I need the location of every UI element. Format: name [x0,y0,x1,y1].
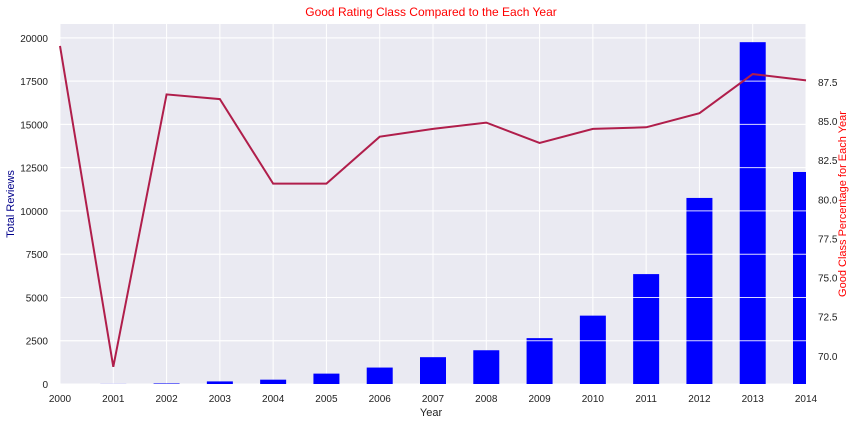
x-tick-label: 2004 [262,394,285,405]
x-tick-label: 2008 [475,394,498,405]
y2-tick-label: 77.5 [818,234,838,245]
x-axis-label: Year [420,407,443,419]
y-tick-label: 5000 [26,293,49,304]
chart-title: Good Rating Class Compared to the Each Y… [305,5,556,19]
y-tick-label: 10000 [20,207,48,218]
y-tick-label: 2500 [26,337,49,348]
line-series [59,45,807,367]
y-axis-right-ticks: 70.0 72.5 75.0 77.5 80.0 82.5 85.0 87.5 [818,78,838,363]
bar-2014 [793,171,806,384]
y2-tick-label: 82.5 [818,156,838,167]
y2-tick-label: 70.0 [818,352,838,363]
x-tick-label: 2011 [635,394,657,405]
y-tick-label: 7500 [26,250,49,261]
x-tick-label: 2010 [582,394,605,405]
y-tick-label: 12500 [20,164,48,175]
x-tick-label: 2014 [795,394,818,405]
y2-tick-label: 75.0 [818,274,838,285]
x-tick-label: 2003 [209,394,232,405]
bar-series [60,37,806,385]
x-tick-label: 2002 [155,394,178,405]
x-tick-label: 2006 [369,394,392,405]
bar-2008 [473,350,500,384]
y-axis-left-ticks: 0 2500 5000 7500 10000 12500 15000 17500 20000 [20,34,48,391]
y2-tick-label: 85.0 [818,117,838,128]
y2-tick-label: 87.5 [818,78,838,89]
y-tick-label: 17500 [20,77,48,88]
bar-2004 [260,379,287,384]
x-tick-label: 2000 [49,394,72,405]
bar-2007 [420,357,446,384]
y-tick-label: 0 [42,380,48,391]
bar-2010 [579,315,606,384]
x-tick-label: 2005 [315,394,338,405]
y-axis-right-label: Good Class Percentage for Each Year [837,111,849,297]
bar-2011 [633,274,660,384]
x-tick-label: 2001 [102,394,125,405]
bar-2003 [206,381,233,384]
bar-2013 [739,42,766,385]
x-tick-label: 2007 [422,394,445,405]
y-axis-left-label: Total Reviews [5,170,17,238]
bar-2006 [366,367,393,384]
bar-2012 [686,197,713,384]
y2-tick-label: 80.0 [818,195,838,206]
y-tick-label: 20000 [20,34,48,45]
x-tick-label: 2013 [742,394,765,405]
bar-2002 [153,383,180,384]
x-axis-ticks: 2000 2001 2002 2003 2004 2005 2006 2007 2008 2009… [49,394,818,405]
bar-2009 [526,338,553,384]
x-tick-label: 2009 [528,394,551,405]
bar-2005 [313,373,340,384]
x-tick-label: 2012 [688,394,711,405]
y2-tick-label: 72.5 [818,313,838,324]
y-tick-label: 15000 [20,120,48,131]
